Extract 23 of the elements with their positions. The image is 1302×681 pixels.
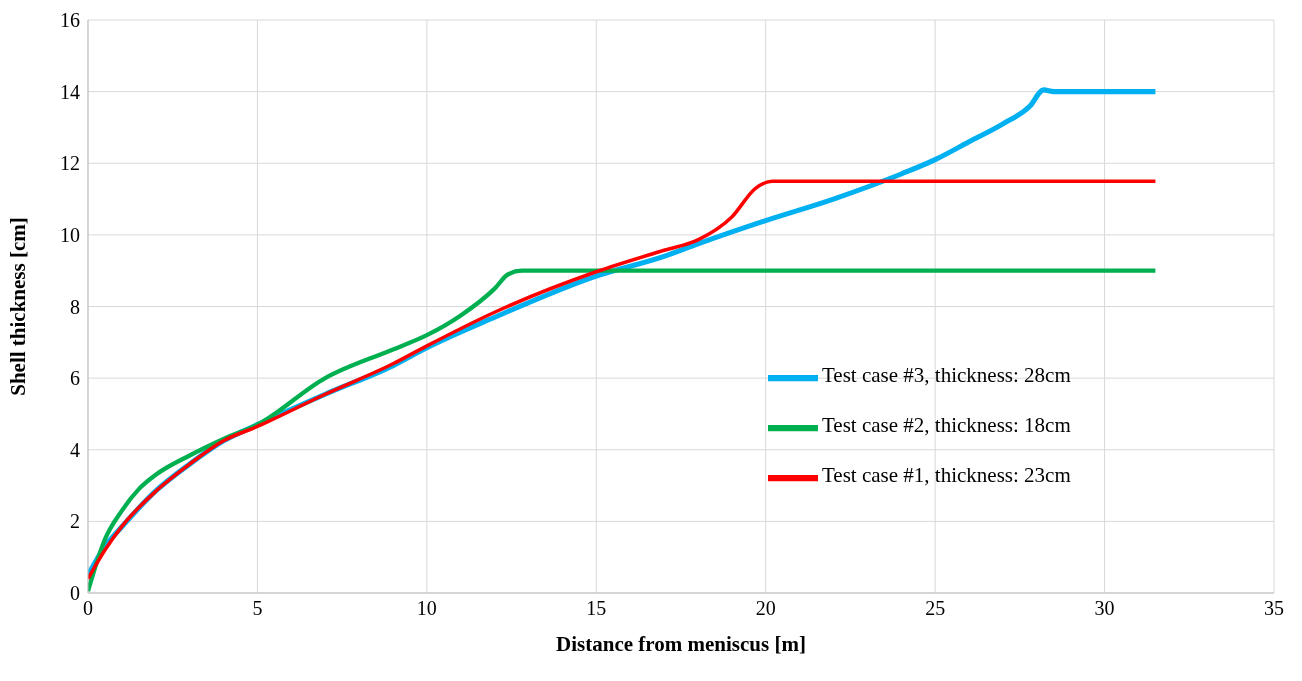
legend-label: Test case #3, thickness: 28cm	[822, 362, 1071, 387]
x-tick-label: 35	[1264, 597, 1284, 620]
y-tick-label: 16	[60, 9, 80, 32]
y-tick-label: 6	[70, 367, 80, 390]
y-tick-label: 4	[70, 438, 80, 461]
x-tick-label: 15	[586, 597, 607, 620]
x-tick-label: 10	[416, 597, 437, 620]
y-tick-label: 12	[60, 152, 80, 175]
line-series	[88, 268, 1158, 593]
y-axis-title: Shell thickness [cm]	[6, 217, 31, 396]
legend-label: Test case #2, thickness: 18cm	[822, 412, 1071, 437]
y-tick-label: 14	[60, 80, 80, 103]
x-tick-label: 25	[925, 597, 946, 620]
x-tick-label: 20	[755, 597, 776, 620]
y-tick-label: 2	[70, 510, 80, 533]
x-axis-title: Distance from meniscus [m]	[556, 632, 806, 656]
y-tick-label: 8	[70, 295, 80, 318]
legend-label: Test case #1, thickness: 23cm	[822, 462, 1071, 487]
x-tick-label: 30	[1094, 597, 1115, 620]
line-series	[88, 179, 1158, 581]
y-tick-label: 0	[70, 582, 80, 605]
x-tick-label: 5	[252, 597, 263, 620]
y-tick-label: 10	[60, 223, 80, 246]
